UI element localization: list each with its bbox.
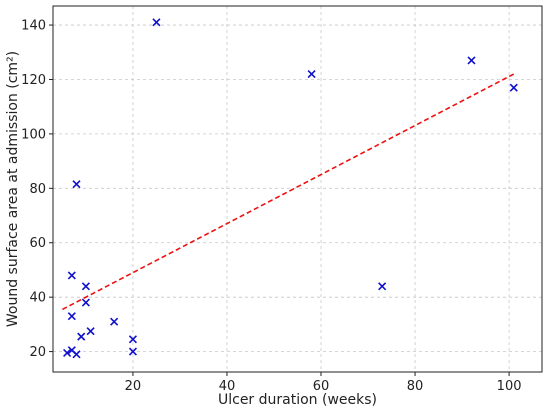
grid: [53, 6, 542, 372]
marker-stroke: [128, 335, 137, 344]
y-axis-label: Wound surface area at admission (cm²): [5, 51, 21, 327]
data-point: [152, 18, 161, 27]
data-point: [67, 271, 76, 280]
data-point: [128, 347, 137, 356]
marker-stroke: [378, 282, 387, 291]
data-point: [72, 180, 81, 189]
data-points: [63, 18, 518, 359]
x-tick-label: 40: [219, 379, 236, 394]
x-tick-label: 60: [313, 379, 330, 394]
data-point: [128, 335, 137, 344]
data-point: [63, 348, 72, 358]
marker-stroke: [67, 346, 76, 355]
y-tick-label: 20: [29, 345, 46, 360]
data-point: [467, 56, 476, 65]
data-point: [77, 332, 86, 341]
marker-stroke: [467, 56, 476, 65]
x-tick-label: 80: [407, 379, 424, 394]
data-point: [307, 69, 316, 79]
x-tick-label: 100: [497, 379, 522, 394]
data-point: [72, 350, 81, 359]
data-point: [81, 298, 90, 307]
marker-stroke: [509, 83, 518, 92]
marker-stroke: [72, 180, 81, 189]
data-point: [67, 312, 76, 321]
marker-stroke: [63, 348, 72, 358]
data-point: [86, 327, 95, 336]
x-tick-label: 20: [125, 379, 142, 394]
fit-line: [62, 73, 515, 311]
plot-frame: [52, 5, 543, 373]
marker-stroke: [77, 332, 86, 341]
marker-stroke: [152, 18, 161, 27]
marker-stroke: [81, 282, 90, 291]
y-tick-label: 60: [29, 236, 46, 251]
data-point: [110, 317, 119, 326]
y-tick-label: 80: [29, 182, 46, 197]
y-tick-label: 40: [29, 291, 46, 306]
marker-stroke: [72, 350, 81, 359]
marker-stroke: [128, 347, 137, 356]
fit-line-group: [62, 73, 515, 311]
y-tick-label: 100: [21, 127, 46, 142]
data-point: [378, 282, 387, 291]
y-tick-label: 120: [21, 73, 46, 88]
marker-stroke: [110, 317, 119, 326]
marker-stroke: [67, 271, 76, 280]
marker-stroke: [307, 69, 316, 79]
y-tick-label: 140: [21, 19, 46, 34]
x-axis-label: Ulcer duration (weeks): [218, 392, 377, 408]
data-point: [81, 282, 90, 291]
axis-ticks: 20 40 60 80 100 20 40 60 80 100 120 140: [21, 19, 521, 394]
marker-stroke: [81, 298, 90, 307]
marker-stroke: [86, 327, 95, 336]
marker-stroke: [67, 312, 76, 321]
data-point: [509, 83, 518, 92]
